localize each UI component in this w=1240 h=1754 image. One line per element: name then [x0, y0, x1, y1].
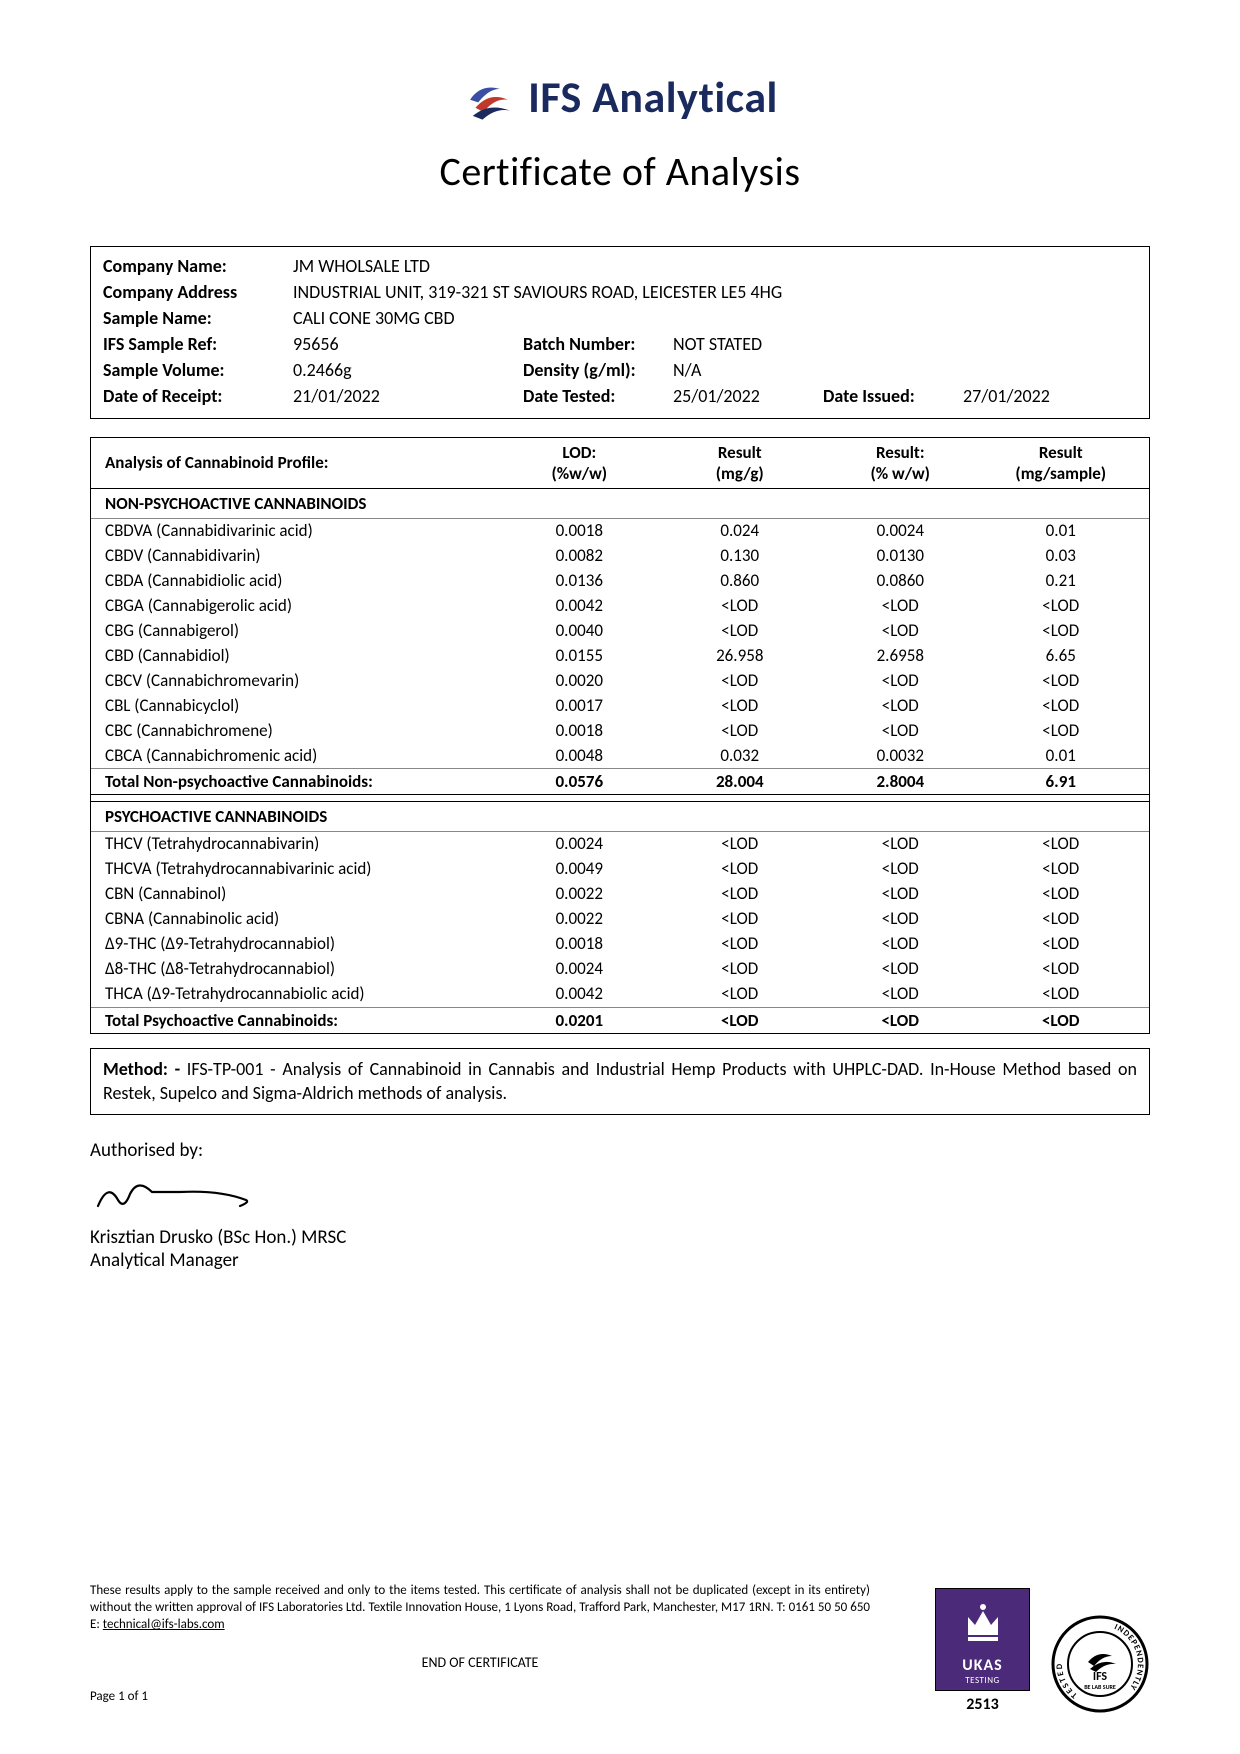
authorisation-block: Authorised by: Krisztian Drusko (BSc Hon…	[90, 1139, 1150, 1272]
table-row: CBC (Cannabichromene)0.0018<LOD<LOD<LOD	[91, 719, 1149, 744]
ukas-number: 2513	[935, 1695, 1030, 1714]
table-row: CBGA (Cannabigerolic acid)0.0042<LOD<LOD…	[91, 594, 1149, 619]
col-lod-2: (%w/w)	[499, 463, 660, 484]
ukas-testing: TESTING	[940, 1675, 1025, 1686]
col-r2-2: (% w/w)	[820, 463, 981, 484]
crown-icon	[958, 1597, 1008, 1647]
method-box: Method: - IFS-TP-001 - Analysis of Canna…	[90, 1048, 1150, 1115]
col-r2-1: Result:	[820, 442, 981, 463]
label-issued: Date Issued:	[823, 383, 963, 409]
table-row: CBG (Cannabigerol)0.0040<LOD<LOD<LOD	[91, 619, 1149, 644]
table-row: THCVA (Tetrahydrocannabivarinic acid)0.0…	[91, 857, 1149, 882]
table-header: Analysis of Cannabinoid Profile: LOD: (%…	[91, 438, 1149, 490]
value-company-address: INDUSTRIAL UNIT, 319-321 ST SAVIOURS ROA…	[293, 279, 782, 305]
brand-name: IFS Analytical	[528, 70, 778, 124]
ukas-badge: UKAS TESTING 2513	[935, 1588, 1030, 1714]
table-row: CBNA (Cannabinolic acid)0.0022<LOD<LOD<L…	[91, 907, 1149, 932]
value-company-name: JM WHOLSALE LTD	[293, 253, 430, 279]
accreditation-badges: UKAS TESTING 2513 INDEPENDENTLY TESTED I…	[935, 1588, 1150, 1714]
independently-tested-badge-icon: INDEPENDENTLY TESTED IFS BE LAB SURE	[1050, 1614, 1150, 1714]
table-row: CBDVA (Cannabidivarinic acid)0.00180.024…	[91, 519, 1149, 544]
value-sample-name: CALI CONE 30MG CBD	[293, 305, 455, 331]
email-link[interactable]: technical@ifs-labs.com	[103, 1617, 225, 1632]
table-row: CBCV (Cannabichromevarin)0.0020<LOD<LOD<…	[91, 669, 1149, 694]
table-row: CBCA (Cannabichromenic acid)0.00480.0320…	[91, 744, 1149, 769]
col-r1-2: (mg/g)	[660, 463, 821, 484]
table-title: Analysis of Cannabinoid Profile:	[105, 452, 328, 473]
value-issued: 27/01/2022	[963, 383, 1050, 409]
value-tested: 25/01/2022	[673, 383, 823, 409]
cannabinoid-table: Analysis of Cannabinoid Profile: LOD: (%…	[90, 437, 1150, 1034]
value-batch: NOT STATED	[673, 331, 762, 357]
end-of-certificate: END OF CERTIFICATE	[90, 1654, 870, 1671]
col-r3-1: Result	[981, 442, 1142, 463]
table-spacer	[91, 794, 1149, 802]
total-psycho: Total Psychoactive Cannabinoids: 0.0201 …	[91, 1007, 1149, 1033]
table-row: Δ8-THC (Δ8-Tetrahydrocannabiol)0.0024<LO…	[91, 957, 1149, 982]
footer: These results apply to the sample receiv…	[90, 1583, 1150, 1704]
value-volume: 0.2466g	[293, 357, 523, 383]
svg-text:BE LAB SURE: BE LAB SURE	[1084, 1683, 1116, 1691]
label-ifs-ref: IFS Sample Ref:	[103, 331, 293, 357]
table-row: CBL (Cannabicyclol)0.0017<LOD<LOD<LOD	[91, 694, 1149, 719]
logo-icon	[462, 70, 516, 124]
auth-label: Authorised by:	[90, 1139, 1150, 1162]
table-row: Δ9-THC (Δ9-Tetrahydrocannabiol)0.0018<LO…	[91, 932, 1149, 957]
table-row: CBN (Cannabinol)0.0022<LOD<LOD<LOD	[91, 882, 1149, 907]
label-volume: Sample Volume:	[103, 357, 293, 383]
certificate-title: Certificate of Analysis	[90, 147, 1150, 196]
label-receipt: Date of Receipt:	[103, 383, 293, 409]
label-density: Density (g/ml):	[523, 357, 673, 383]
section-psycho: PSYCHOACTIVE CANNABINOIDS	[91, 802, 1149, 832]
ukas-label: UKAS	[940, 1656, 1025, 1675]
label-sample-name: Sample Name:	[103, 305, 293, 331]
signature-icon	[90, 1170, 260, 1218]
method-label: Method: -	[103, 1058, 180, 1080]
value-ifs-ref: 95656	[293, 331, 523, 357]
table-row: CBDV (Cannabidivarin)0.00820.1300.01300.…	[91, 544, 1149, 569]
value-density: N/A	[673, 357, 701, 383]
sample-info-box: Company Name: JM WHOLSALE LTD Company Ad…	[90, 246, 1150, 419]
col-r1-1: Result	[660, 442, 821, 463]
table-row: THCA (Δ9-Tetrahydrocannabiolic acid)0.00…	[91, 982, 1149, 1007]
document-header: IFS Analytical Certificate of Analysis	[90, 70, 1150, 196]
table-row: CBDA (Cannabidiolic acid)0.01360.8600.08…	[91, 569, 1149, 594]
auth-name: Krisztian Drusko (BSc Hon.) MRSC	[90, 1226, 1150, 1249]
brand-logo: IFS Analytical	[462, 70, 778, 124]
total-nonpsycho: Total Non-psychoactive Cannabinoids: 0.0…	[91, 768, 1149, 794]
col-r3-2: (mg/sample)	[981, 463, 1142, 484]
value-receipt: 21/01/2022	[293, 383, 523, 409]
disclaimer-text: These results apply to the sample receiv…	[90, 1583, 870, 1634]
svg-text:IFS: IFS	[1093, 1670, 1108, 1684]
col-lod-1: LOD:	[499, 442, 660, 463]
label-company-name: Company Name:	[103, 253, 293, 279]
label-batch: Batch Number:	[523, 331, 673, 357]
table-row: THCV (Tetrahydrocannabivarin)0.0024<LOD<…	[91, 832, 1149, 857]
label-tested: Date Tested:	[523, 383, 673, 409]
method-text: IFS-TP-001 - Analysis of Cannabinoid in …	[103, 1058, 1137, 1104]
label-company-address: Company Address	[103, 279, 293, 305]
auth-role: Analytical Manager	[90, 1249, 1150, 1272]
section-nonpsycho: NON-PSYCHOACTIVE CANNABINOIDS	[91, 489, 1149, 519]
table-row: CBD (Cannabidiol)0.015526.9582.69586.65	[91, 644, 1149, 669]
